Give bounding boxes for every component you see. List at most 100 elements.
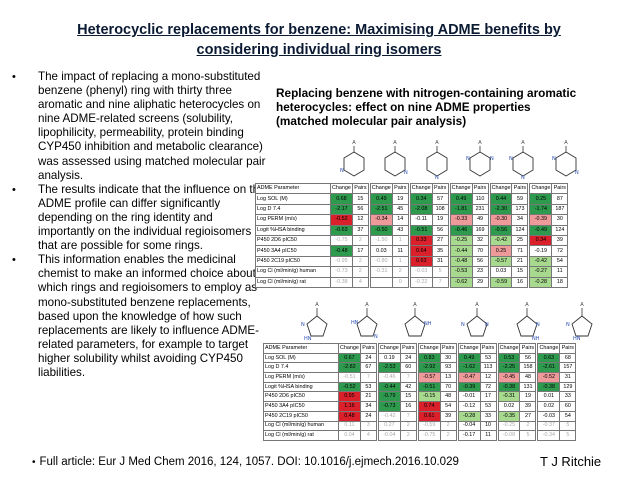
svg-text:N: N <box>536 322 540 328</box>
bullet-marker: • <box>32 457 36 468</box>
header-change: Change <box>330 182 353 195</box>
pairs-count: 30 <box>551 214 569 226</box>
five-membered-ring-table: ADME Parameter Change Pairs Change Pairs C… <box>263 343 577 441</box>
table-row: Log PERM (m/s) -0.51 7 -0.46 7 -0.57 13 -0.47 12… <box>263 372 577 383</box>
pairs-count: 29 <box>471 276 489 288</box>
change-value: -0.52 <box>537 372 561 383</box>
table-row: Log Cl (ml/min/g) rat 0.04 4 -0.04 2 -0.75 2 -0… <box>263 430 577 441</box>
change-value: 0.49 <box>369 193 393 205</box>
pairs-count: 72 <box>551 245 569 257</box>
pairs-count: 59 <box>511 193 529 205</box>
pairs-count: 25 <box>511 234 529 247</box>
header-change: Change <box>449 182 473 195</box>
imidazole-structure: A NH <box>398 300 432 340</box>
parameter-label: P450 3A4 pIC50 <box>255 245 331 257</box>
bullet-item: • The impact of replacing a mono-substit… <box>10 70 272 183</box>
pairs-count: 16 <box>511 276 529 288</box>
pairs-count: 24 <box>359 410 377 422</box>
pairs-count: 39 <box>551 234 569 247</box>
change-value: -0.57 <box>417 372 441 383</box>
pairs-count: 35 <box>431 245 449 257</box>
change-value: 0.25 <box>489 245 513 257</box>
change-value: 0.83 <box>417 352 441 364</box>
svg-text:N: N <box>374 334 378 340</box>
change-value: -0.03 <box>537 410 561 422</box>
pairs-count: 17 <box>351 245 369 257</box>
pairs-count: 1 <box>391 255 409 268</box>
parameter-label: P450 2C19 pIC50 <box>255 255 331 268</box>
change-value: 0.11 <box>338 420 361 432</box>
pairs-count: 15 <box>399 391 417 403</box>
pairs-count: 7 <box>399 372 417 383</box>
bullet-item: • The results indicate that the influenc… <box>10 183 272 253</box>
header-pairs: Pairs <box>471 182 489 195</box>
pairs-count: 2 <box>351 255 369 268</box>
change-value: -1.50 <box>369 234 393 247</box>
pairs-count: 2 <box>351 234 369 247</box>
change-value: -0.75 <box>330 234 353 247</box>
change-value: -1.81 <box>449 203 473 216</box>
svg-text:A: A <box>315 302 319 308</box>
pairs-count: 67 <box>359 362 377 374</box>
pairs-count: 1 <box>391 234 409 247</box>
pairs-count: 7 <box>359 372 377 383</box>
change-value: -0.31 <box>497 391 521 403</box>
parameter-label: Log Cl (ml/min/g) rat <box>255 276 331 288</box>
svg-text:N: N <box>566 322 570 328</box>
pairs-count: 10 <box>479 420 497 432</box>
parameter-label: Log SOL (M) <box>255 193 331 205</box>
pyrimidine-structure: A N N <box>463 138 497 180</box>
pairs-count: 131 <box>519 381 537 393</box>
pairs-count: 124 <box>551 224 569 236</box>
table-header-row: ADME Parameter Change Pairs Change Pairs C… <box>263 343 577 354</box>
pairs-count: 129 <box>559 381 577 393</box>
pairs-count: 34 <box>359 401 377 412</box>
change-value: -0.79 <box>377 391 401 403</box>
parameter-label: Log Cl (ml/min/g) human <box>263 420 339 432</box>
svg-text:A: A <box>393 140 397 146</box>
bullet-item: • This information enables the medicinal… <box>10 253 272 380</box>
svg-text:A: A <box>413 302 417 308</box>
svg-text:N: N <box>301 322 305 328</box>
pairs-count: 12 <box>479 372 497 383</box>
slide-title: Heterocyclic replacements for benzene: M… <box>40 20 598 60</box>
header-parameter: ADME Parameter <box>263 343 339 354</box>
header-pairs: Pairs <box>359 343 377 354</box>
change-value: -2.92 <box>417 362 441 374</box>
change-value: 0.34 <box>409 193 433 205</box>
change-value: -0.35 <box>497 410 521 422</box>
change-value: -0.48 <box>330 245 353 257</box>
change-value: -0.04 <box>377 430 401 441</box>
change-value: -0.51 <box>409 224 433 236</box>
pyrazole-structure: A HN N <box>350 300 384 340</box>
change-value: -0.56 <box>489 224 513 236</box>
pairs-count: 5 <box>559 430 577 441</box>
change-value: -0.01 <box>457 391 481 403</box>
change-value: -0.53 <box>449 266 473 278</box>
header-change: Change <box>377 343 401 354</box>
pairs-count: 169 <box>471 224 489 236</box>
pyrazole-structure: A N N <box>460 300 494 340</box>
pairs-count: 2 <box>351 266 369 278</box>
change-value: -0.62 <box>449 276 473 288</box>
pairs-count: 187 <box>551 203 569 216</box>
change-value: -0.38 <box>330 276 353 288</box>
change-value: -0.22 <box>409 276 433 288</box>
pairs-count: 231 <box>471 203 489 216</box>
table-row: Log Cl (ml/min/g) rat -0.38 4 0 -0.22 7 -0.62 2… <box>255 276 569 288</box>
change-value: -2.51 <box>369 203 393 216</box>
header-change: Change <box>489 182 513 195</box>
pairs-count: 54 <box>551 255 569 268</box>
subhead-line-2: heterocycles: effect on nine ADME proper… <box>276 100 531 114</box>
pairs-count: 2 <box>439 430 457 441</box>
change-value: -0.73 <box>330 266 353 278</box>
svg-text:N: N <box>461 322 465 328</box>
change-value: -0.34 <box>537 430 561 441</box>
pairs-count: 45 <box>391 203 409 216</box>
pairs-count: 108 <box>431 203 449 216</box>
change-value: -2.61 <box>537 362 561 374</box>
change-value: -0.42 <box>529 255 553 268</box>
change-value: 0.03 <box>369 245 393 257</box>
